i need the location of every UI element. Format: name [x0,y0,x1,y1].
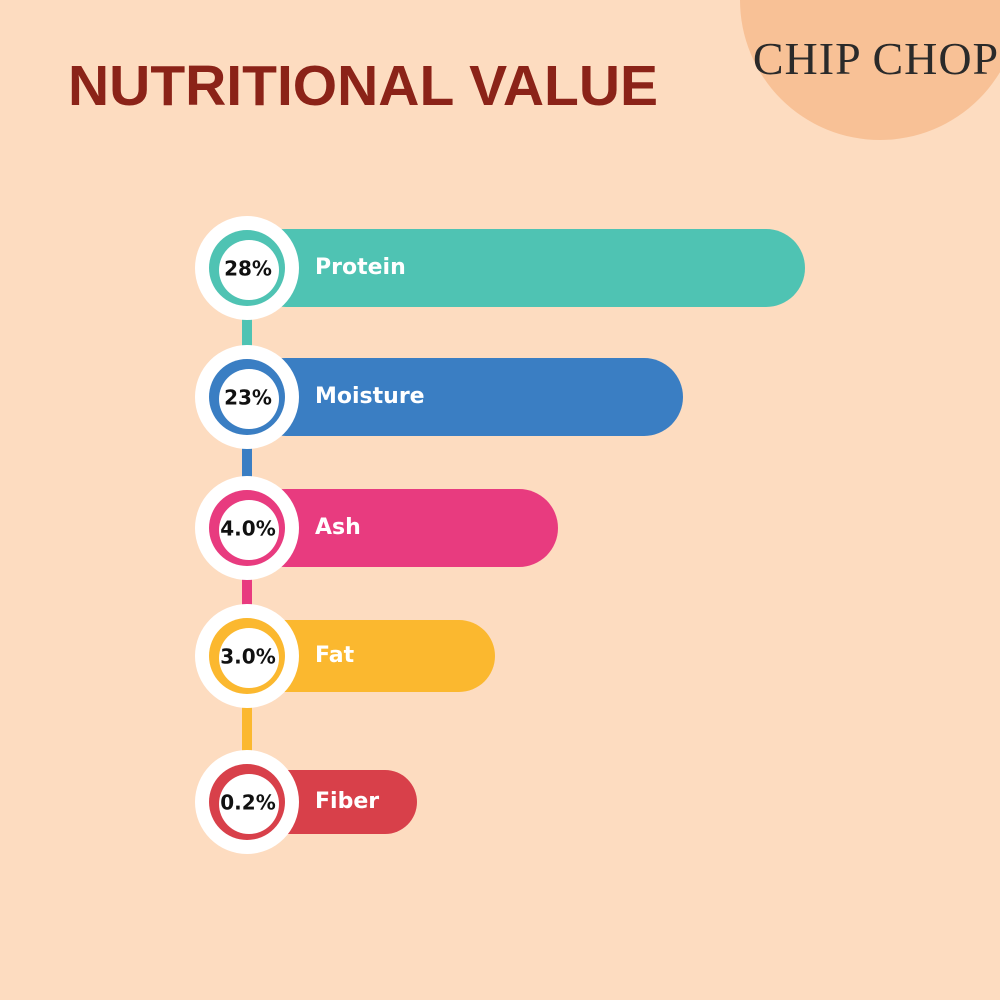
title: NUTRITIONAL VALUE [68,54,658,118]
badge-inner [219,628,279,688]
connector [242,268,252,397]
item-row: 28% Protein [195,216,805,320]
item-bar [247,489,558,567]
badge-inner [219,240,279,300]
item-row: 3.0% Fat [195,604,495,708]
corner-badge [740,0,1000,140]
item-value: 28% [224,257,272,281]
badge-inner [219,500,279,560]
item-bar [247,620,495,692]
logo: CHIP CHOP [753,33,999,84]
item-label: Fiber [315,789,379,814]
rows: 28% Protein 23% Moisture 4.0% Ash 3.0% Fat 0.2% F… [195,216,805,854]
badge-inner [219,774,279,834]
item-value: 0.2% [220,791,275,815]
item-list: 28% Protein 23% Moisture 4.0% Ash 3.0% Fat 0.2% F… [195,216,805,854]
item-value: 3.0% [220,645,275,669]
item-label: Ash [315,515,361,540]
item-label: Moisture [315,384,425,409]
item-value: 23% [224,386,272,410]
connector [242,656,252,802]
item-row: 23% Moisture [195,345,683,449]
connector [242,528,252,656]
item-label: Protein [315,255,406,280]
item-row: 0.2% Fiber [195,750,417,854]
item-label: Fat [315,643,355,668]
connectors [242,268,252,802]
connector [242,397,252,528]
item-bar [247,229,805,307]
item-bar [247,358,683,436]
badge-inner [219,369,279,429]
item-row: 4.0% Ash [195,476,558,580]
item-value: 4.0% [220,517,275,541]
